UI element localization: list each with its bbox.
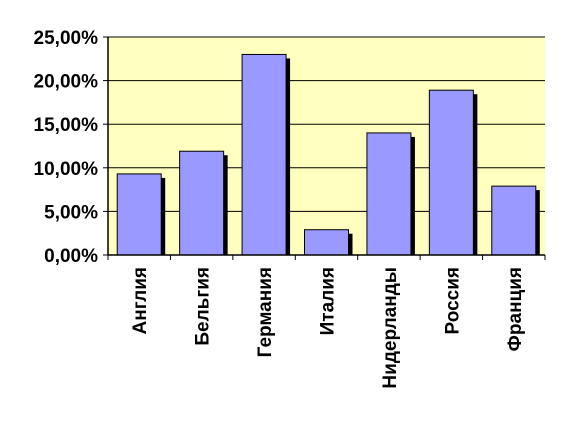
y-tick-label: 5,00% bbox=[44, 202, 98, 223]
x-tick-label: Англия bbox=[130, 267, 151, 334]
x-tick-label: Россия bbox=[442, 267, 463, 334]
x-tick-label: Нидерланды bbox=[380, 267, 401, 389]
y-tick-label: 0,00% bbox=[44, 246, 98, 267]
x-tick-label: Италия bbox=[318, 267, 339, 335]
y-tick-label: 10,00% bbox=[34, 159, 99, 180]
x-tick-label: Бельгия bbox=[193, 267, 214, 346]
bar bbox=[116, 173, 162, 256]
bar bbox=[366, 132, 412, 256]
bar bbox=[304, 229, 349, 256]
bar bbox=[491, 185, 537, 256]
bar bbox=[241, 53, 287, 256]
plot-area bbox=[108, 37, 545, 255]
x-tick-label: Германия bbox=[255, 267, 276, 357]
bar bbox=[179, 150, 225, 256]
y-tick-label: 15,00% bbox=[34, 115, 99, 136]
bar bbox=[428, 89, 474, 256]
x-tick-label: Франция bbox=[505, 267, 526, 351]
y-tick-label: 20,00% bbox=[34, 72, 99, 93]
y-tick-label: 25,00% bbox=[34, 28, 99, 49]
